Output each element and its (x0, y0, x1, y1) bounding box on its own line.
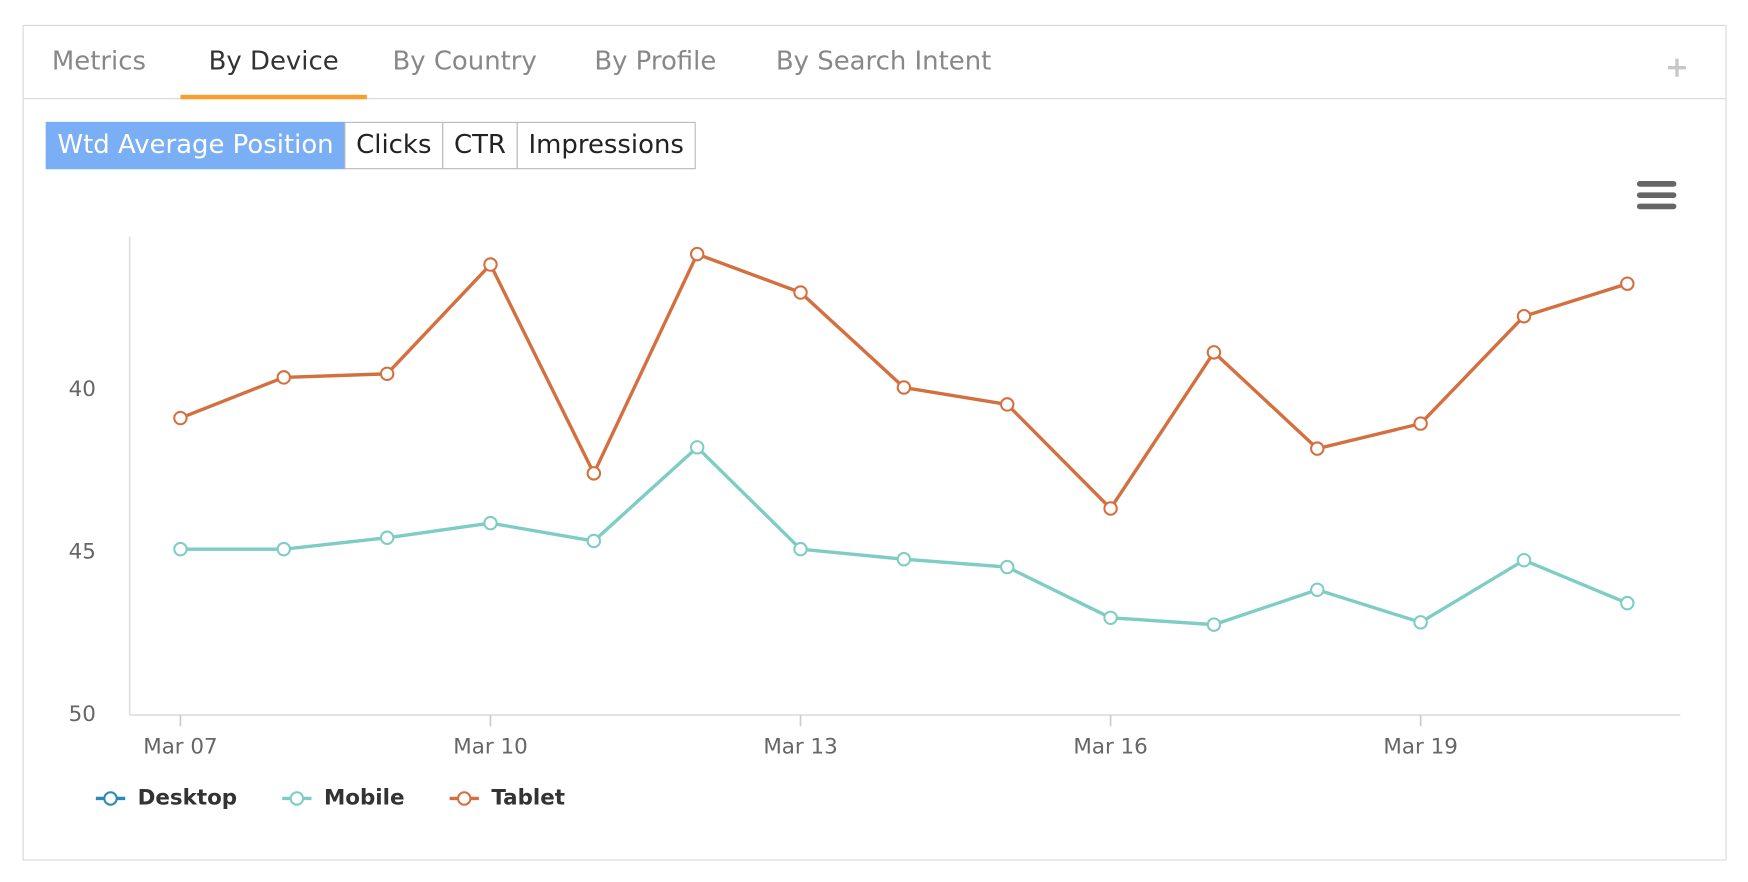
metric-button-label[interactable]: CTR (454, 130, 506, 160)
data-point (586, 533, 602, 549)
metric-button-label[interactable]: Impressions (529, 130, 684, 160)
x-tick-label: Mar 19 (1383, 735, 1457, 760)
data-point (896, 552, 912, 567)
data-point (896, 380, 912, 395)
data-point (689, 246, 705, 262)
data-point (793, 541, 808, 557)
data-point (1310, 441, 1325, 456)
data-point (379, 366, 395, 382)
data-point (1103, 501, 1118, 516)
data-point (1310, 582, 1325, 598)
legend-label[interactable]: Desktop (138, 785, 238, 810)
tab[interactable]: Metrics (52, 47, 146, 77)
active-tab-indicator (180, 94, 367, 100)
data-point (1000, 559, 1015, 575)
legend-marker[interactable] (457, 791, 472, 806)
data-point (483, 515, 498, 531)
x-tick-label: Mar 16 (1073, 735, 1147, 760)
data-point (1206, 345, 1222, 360)
chart-menu[interactable] (1636, 181, 1677, 210)
data-point (1103, 610, 1118, 625)
data-point (173, 410, 188, 426)
legend-marker[interactable] (289, 791, 305, 806)
data-point (1620, 595, 1635, 611)
data-point (1516, 552, 1532, 568)
y-tick-label: 50 (69, 702, 96, 727)
data-point (173, 541, 188, 557)
data-point (276, 541, 292, 557)
legend-label[interactable]: Mobile (324, 785, 405, 810)
data-point (483, 257, 498, 272)
data-point (793, 285, 808, 300)
metric-button-label[interactable]: Wtd Average Position (58, 130, 334, 160)
x-tick-label: Mar 07 (143, 735, 217, 760)
data-point (1413, 416, 1428, 431)
metric-button[interactable] (442, 121, 518, 170)
data-point (1620, 276, 1635, 291)
metric-button[interactable] (516, 121, 696, 170)
data-point (1413, 615, 1428, 630)
tab[interactable]: By Device (209, 47, 339, 77)
data-point (1516, 309, 1532, 324)
metric-button-label[interactable]: Clicks (356, 130, 431, 160)
tab[interactable]: By Country (392, 47, 536, 77)
x-tick-label: Mar 13 (763, 735, 837, 760)
data-point (276, 370, 292, 385)
data-point (586, 466, 602, 481)
tab[interactable]: By Search Intent (776, 47, 991, 77)
data-point (689, 440, 705, 455)
x-tick-label: Mar 10 (453, 735, 527, 760)
data-point (1000, 397, 1015, 412)
y-tick-label: 40 (69, 377, 96, 402)
data-point (1206, 617, 1222, 632)
legend-marker[interactable] (103, 791, 118, 806)
legend-label[interactable]: Tablet (491, 785, 565, 810)
data-point (379, 530, 395, 545)
add-tab[interactable] (1667, 58, 1686, 77)
tab[interactable]: By Profile (594, 47, 716, 77)
y-tick-label: 45 (69, 539, 96, 564)
